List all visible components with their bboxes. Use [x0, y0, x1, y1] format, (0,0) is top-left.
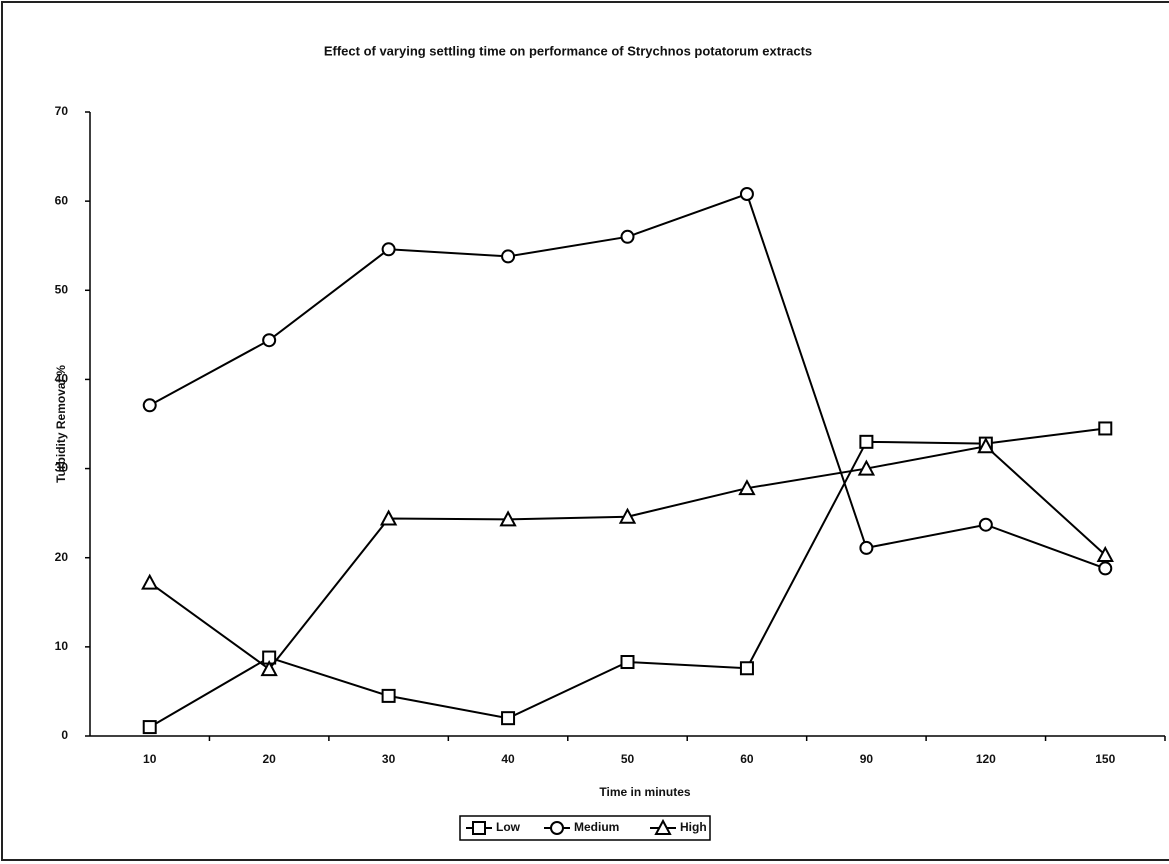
marker-triangle: [379, 509, 398, 526]
marker-triangle: [141, 573, 159, 590]
marker-square: [142, 720, 157, 735]
legend-label: Low: [496, 820, 521, 834]
marker-square: [620, 655, 635, 670]
y-tick-label: 70: [55, 104, 69, 118]
marker-circle: [859, 540, 874, 555]
y-axis-title: Turbidity Removal %: [54, 365, 68, 483]
marker-square: [859, 434, 874, 449]
marker-circle: [978, 517, 993, 532]
marker-triangle: [260, 660, 278, 677]
marker-square: [472, 821, 486, 835]
y-tick-label: 0: [61, 728, 68, 742]
x-tick-label: 60: [740, 752, 754, 766]
legend-label: High: [680, 820, 707, 834]
chart-title: Effect of varying settling time on perfo…: [324, 43, 812, 58]
y-tick-label: 20: [55, 550, 69, 564]
x-tick-label: 120: [976, 752, 996, 766]
y-tick-label: 50: [55, 282, 69, 296]
marker-square: [501, 711, 516, 726]
marker-triangle: [1096, 545, 1114, 563]
marker-triangle: [738, 479, 756, 496]
marker-circle: [620, 229, 635, 244]
x-tick-label: 30: [382, 752, 396, 766]
marker-triangle: [499, 510, 517, 527]
marker-circle: [501, 249, 516, 264]
marker-circle: [1098, 561, 1113, 576]
y-tick-label: 30: [55, 461, 69, 475]
marker-circle: [262, 333, 277, 348]
marker-triangle: [857, 459, 876, 476]
marker-circle: [142, 398, 157, 413]
marker-triangle: [977, 437, 995, 454]
marker-square: [739, 661, 754, 676]
marker-circle: [739, 187, 754, 202]
legend-label: Medium: [574, 820, 619, 834]
x-tick-label: 10: [143, 752, 157, 766]
marker-triangle: [618, 507, 637, 524]
x-tick-label: 20: [262, 752, 276, 766]
x-tick-label: 150: [1095, 752, 1115, 766]
y-tick-label: 40: [55, 372, 69, 386]
x-tick-label: 40: [501, 752, 515, 766]
marker-triangle: [654, 818, 672, 835]
marker-square: [381, 688, 396, 703]
x-tick-label: 90: [860, 752, 874, 766]
series-line: [149, 445, 1106, 671]
x-tick-label: 50: [621, 752, 635, 766]
marker-circle: [381, 242, 396, 257]
marker-square: [1098, 421, 1113, 436]
y-tick-label: 60: [55, 193, 69, 207]
y-tick-label: 10: [55, 639, 69, 653]
marker-circle: [550, 821, 564, 835]
x-axis-title: Time in minutes: [599, 785, 690, 799]
series-line: [149, 427, 1106, 728]
